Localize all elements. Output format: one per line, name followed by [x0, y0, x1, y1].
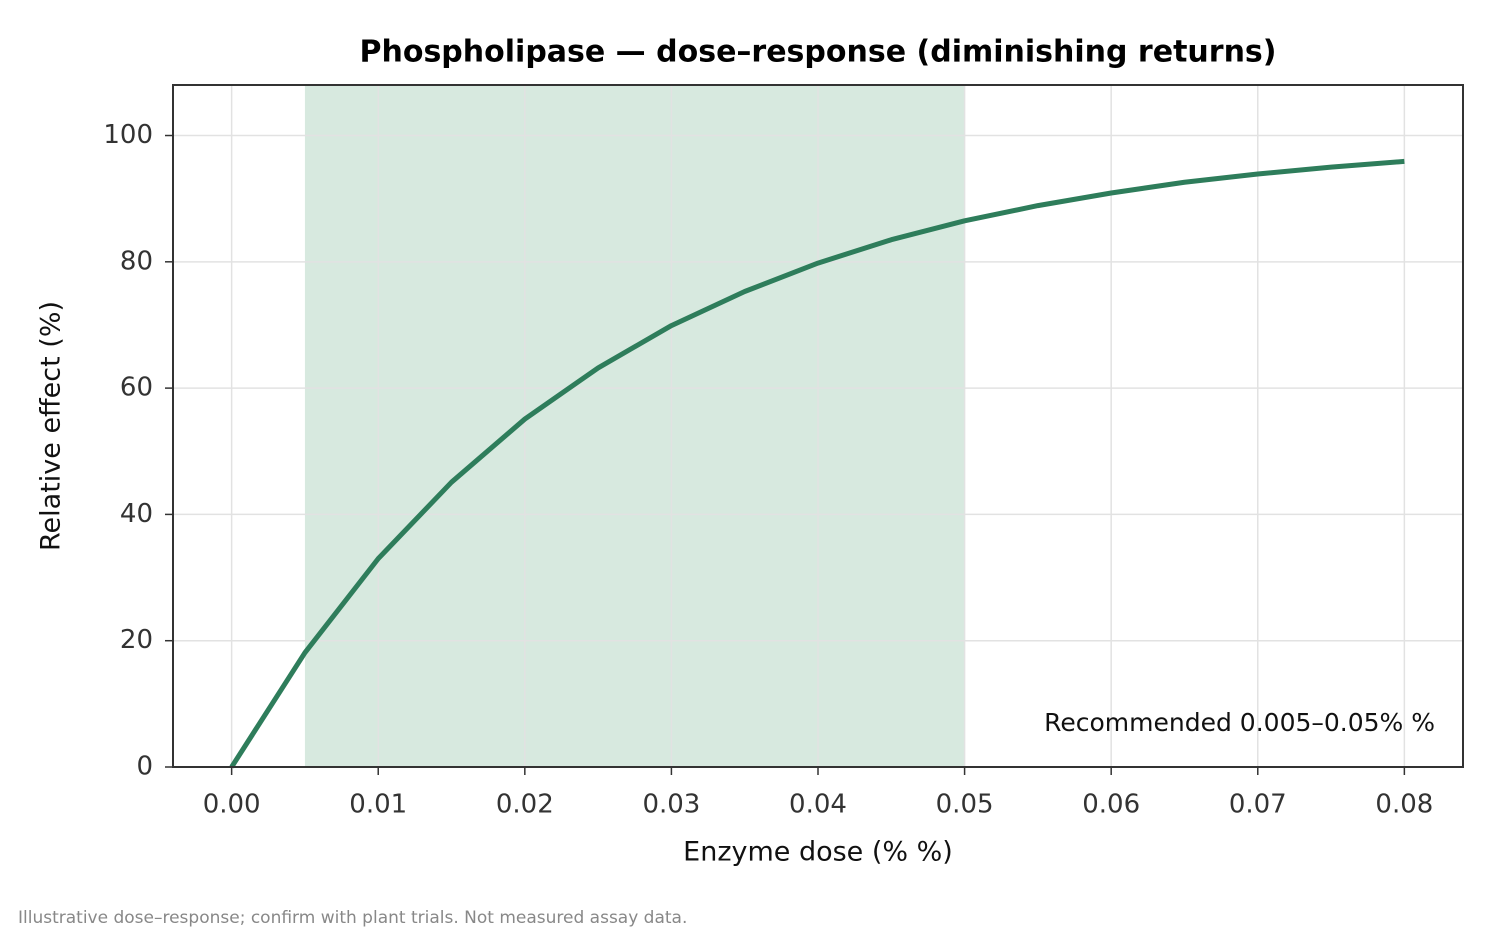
x-tick-label: 0.04 — [789, 790, 847, 820]
x-tick-label: 0.08 — [1375, 790, 1433, 820]
y-axis-label: Relative effect (%) — [36, 301, 67, 551]
x-tick-label: 0.06 — [1082, 790, 1140, 820]
y-tick-label: 0 — [136, 752, 153, 782]
legend-label: Recommended 0.005–0.05% % — [1044, 708, 1435, 737]
footnote: Illustrative dose–response; confirm with… — [18, 908, 687, 928]
x-tick-label: 0.03 — [642, 790, 700, 820]
x-axis-label: Enzyme dose (% %) — [683, 837, 953, 868]
x-tick-label: 0.02 — [496, 790, 554, 820]
plot-frame — [172, 84, 1464, 768]
y-tick-label: 80 — [120, 246, 153, 276]
y-tick-label: 60 — [120, 373, 153, 403]
y-tick-label: 40 — [120, 499, 153, 529]
x-tick-label: 0.00 — [203, 790, 261, 820]
legend-swatch — [895, 714, 953, 734]
recommended-band — [304, 85, 965, 767]
x-tick-label: 0.07 — [1229, 790, 1287, 820]
chart-title: Phospholipase — dose–response (diminishi… — [360, 35, 1277, 70]
y-tick-label: 100 — [103, 120, 153, 150]
x-tick-label: 0.05 — [936, 790, 994, 820]
x-tick-label: 0.01 — [349, 790, 407, 820]
response-curve — [229, 158, 1405, 769]
y-tick-label: 20 — [120, 625, 153, 655]
